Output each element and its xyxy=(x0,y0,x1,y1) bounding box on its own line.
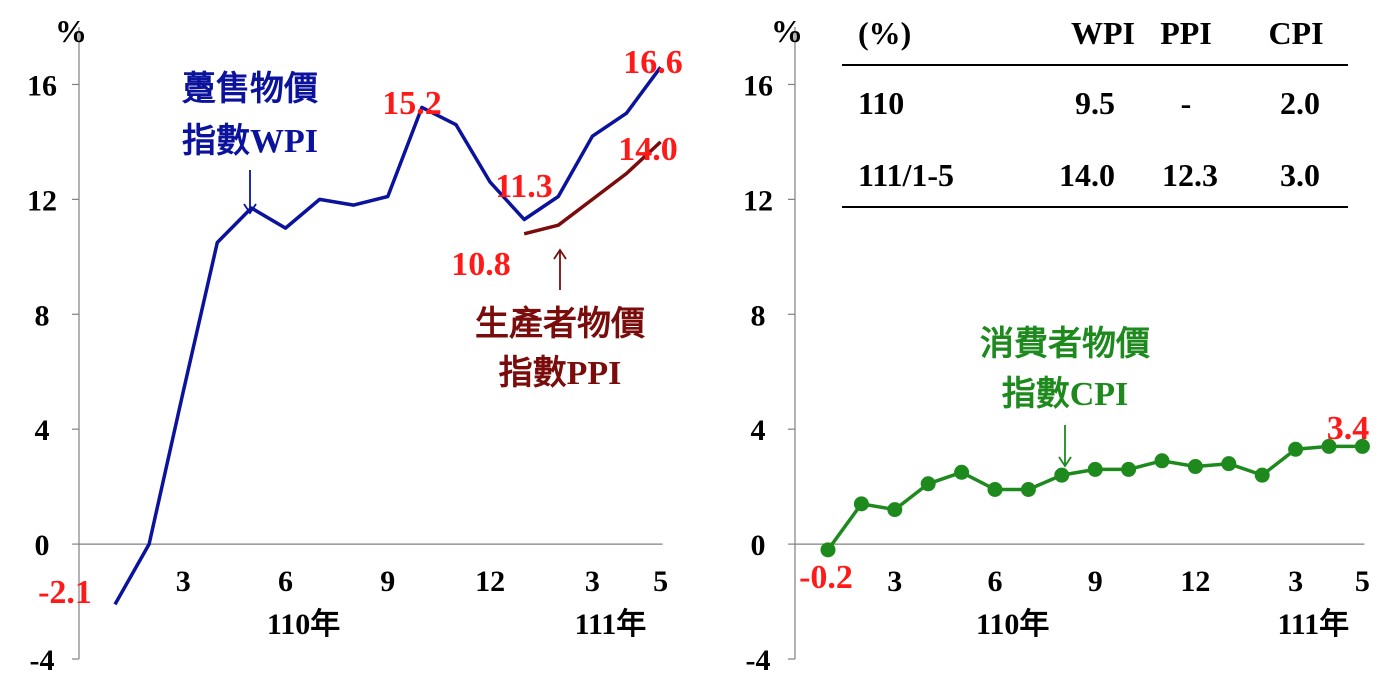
chart-panel-2: % -4 0 4 8 12 16 3 6 9 12 3 5 110年 111年 xyxy=(743,13,1370,677)
x-tick-label: 12 xyxy=(475,565,505,598)
data-point-marker xyxy=(1354,438,1370,454)
legend-ppi-arrow xyxy=(553,248,567,290)
data-point-marker xyxy=(1254,467,1270,483)
legend-cpi-arrow-head xyxy=(1058,456,1072,468)
legend-ppi-arrow-head xyxy=(553,248,567,260)
data-point-marker xyxy=(1087,461,1103,477)
y-tick-label: 0 xyxy=(751,529,766,562)
legend-wpi-arrow-head xyxy=(243,203,257,215)
y-tick-label: 12 xyxy=(27,184,57,217)
legend-cpi-line2: 指數CPI xyxy=(1002,375,1129,413)
table-cell: 12.3 xyxy=(1162,157,1218,193)
table-cell: 2.0 xyxy=(1280,85,1320,121)
legend-cpi-line1: 消費者物價 xyxy=(980,325,1150,363)
x-tick-label: 5 xyxy=(1355,565,1370,598)
data-point-marker xyxy=(920,476,936,492)
table-cell: 111/1-5 xyxy=(858,157,954,193)
data-point-marker xyxy=(1154,453,1170,469)
x-tick-label: 3 xyxy=(1288,565,1303,598)
year-label: 110年 xyxy=(267,608,340,641)
year-label: 111年 xyxy=(1277,608,1349,641)
data-point-marker xyxy=(887,502,903,518)
x-tick-label: 3 xyxy=(176,565,191,598)
y-tick-label: 0 xyxy=(35,529,50,562)
y-tick-label: -4 xyxy=(746,644,771,673)
table-cell: 14.0 xyxy=(1059,157,1115,193)
y-tick-label: 8 xyxy=(35,299,50,332)
table-cell: 110 xyxy=(858,85,904,121)
y-tick-label: 16 xyxy=(743,69,773,102)
y-tick-label: 4 xyxy=(751,414,766,447)
x-tick-label: 12 xyxy=(1180,565,1210,598)
x-tick-label: 5 xyxy=(653,565,668,598)
data-label-wpi-start: -2.1 xyxy=(38,574,92,611)
data-label-wpi-trough: 11.3 xyxy=(495,168,553,205)
legend-wpi-arrow xyxy=(243,170,257,215)
y-tick-label: 8 xyxy=(751,299,766,332)
series-line-wpi xyxy=(113,66,663,606)
data-label-cpi-start: -0.2 xyxy=(799,559,853,596)
data-point-marker xyxy=(1221,456,1237,472)
legend-cpi-arrow xyxy=(1058,425,1072,468)
data-point-marker xyxy=(1288,441,1304,457)
legend-wpi-line1: 躉售物價 xyxy=(181,70,318,108)
y-unit-label: % xyxy=(55,13,87,49)
chart-panel-1: % -4 0 4 8 12 16 3 6 9 12 3 5 110年 111年 xyxy=(27,13,668,677)
data-point-marker xyxy=(1321,438,1337,454)
data-point-marker xyxy=(1054,467,1070,483)
year-label: 110年 xyxy=(976,608,1049,641)
y-tick-label: 4 xyxy=(35,414,50,447)
data-point-marker xyxy=(954,464,970,480)
x-tick-label: 3 xyxy=(887,565,902,598)
x-tick-label: 6 xyxy=(278,565,293,598)
legend-ppi-line1: 生產者物價 xyxy=(475,304,645,343)
data-label-cpi-latest: 3.4 xyxy=(1327,410,1370,447)
legend-ppi-line2: 指數PPI xyxy=(499,354,622,392)
y-tick-label: -4 xyxy=(30,644,55,673)
data-point-marker xyxy=(1187,459,1203,475)
x-tick-label: 3 xyxy=(585,565,600,598)
x-tick-label: 9 xyxy=(1088,565,1103,598)
table-cell: 9.5 xyxy=(1075,85,1115,121)
x-tick-label: 6 xyxy=(988,565,1003,598)
data-point-marker xyxy=(1121,461,1137,477)
table-cell: - xyxy=(1181,85,1192,121)
summary-table: (%) WPI PPI CPI 110 9.5 - 2.0 111/1-5 14.0 12.3 3.0 xyxy=(842,15,1348,208)
data-label-ppi-start: 10.8 xyxy=(451,246,511,283)
data-point-marker xyxy=(820,542,836,558)
table-header-cell: PPI xyxy=(1160,15,1212,51)
y-unit-label: % xyxy=(771,13,803,49)
legend-wpi-line2: 指數WPI xyxy=(182,122,318,160)
data-label-ppi-latest: 14.0 xyxy=(618,131,678,168)
data-point-marker xyxy=(853,496,869,512)
x-tick-label: 9 xyxy=(380,565,395,598)
data-point-marker xyxy=(987,482,1003,498)
table-header-cell: (%) xyxy=(858,15,911,51)
table-cell: 3.0 xyxy=(1280,157,1320,193)
y-tick-label: 16 xyxy=(27,69,57,102)
year-label: 111年 xyxy=(575,608,647,641)
series-line-ppi xyxy=(523,140,662,236)
data-point-marker xyxy=(1020,482,1036,498)
table-header-cell: WPI xyxy=(1071,15,1135,51)
data-label-wpi-latest: 16.6 xyxy=(623,44,683,81)
y-tick-label: 12 xyxy=(743,184,773,217)
data-label-wpi-peak: 15.2 xyxy=(382,85,442,122)
table-header-cell: CPI xyxy=(1268,15,1323,51)
